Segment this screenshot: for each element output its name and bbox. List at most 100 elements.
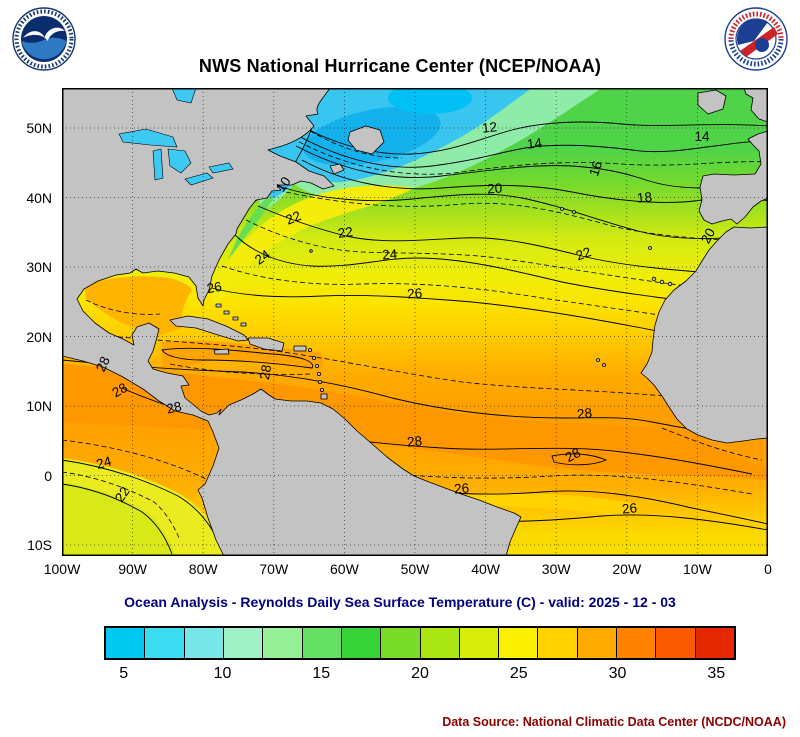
y-tick-label: 20N bbox=[26, 328, 52, 345]
colorbar-tick-label: 20 bbox=[411, 665, 429, 682]
header: NWS National Hurricane Center (NCEP/NOAA… bbox=[0, 0, 800, 88]
y-tick-label: 40N bbox=[26, 189, 52, 206]
puerto-rico bbox=[293, 345, 307, 352]
contour-label: 28 bbox=[109, 380, 130, 401]
bermuda bbox=[309, 249, 313, 253]
contour-label: 28 bbox=[257, 364, 274, 381]
contour-label: 24 bbox=[95, 453, 114, 472]
contour-label: 14 bbox=[526, 135, 543, 152]
x-tick-label: 40W bbox=[471, 561, 500, 577]
contour-label: 28 bbox=[563, 445, 583, 465]
contour-label: 28 bbox=[576, 405, 593, 421]
colorbar-cell bbox=[577, 628, 618, 658]
cape-verde bbox=[596, 358, 600, 362]
noaa-logo[interactable] bbox=[12, 7, 76, 71]
colorbar-tick-label: 15 bbox=[312, 665, 331, 682]
jamaica bbox=[213, 348, 230, 355]
colorbar-cell bbox=[341, 628, 382, 658]
ocean-cold-region bbox=[222, 88, 602, 260]
nws-seal-icon bbox=[724, 7, 788, 71]
colorbar-tick-label: 35 bbox=[707, 665, 726, 682]
africa bbox=[640, 226, 768, 444]
x-tick-label: 70W bbox=[259, 561, 289, 577]
noaa-seal-icon bbox=[12, 7, 76, 71]
y-tick-label: 30N bbox=[26, 259, 52, 275]
contour-label: 28 bbox=[165, 399, 183, 417]
great-britain bbox=[743, 88, 768, 123]
colorbar-cell bbox=[695, 628, 734, 658]
colorbar-cell bbox=[184, 628, 224, 658]
map-caption: Ocean Analysis - Reynolds Daily Sea Surf… bbox=[124, 594, 676, 610]
sst-map-canvas: 10 12 14 14 16 18 20 20 22 22 22 24 24 26 26 28 28 28 28 28… bbox=[62, 88, 768, 556]
contour-label: 12 bbox=[481, 119, 498, 135]
contour-label: 16 bbox=[586, 159, 605, 178]
colorbar-tick-label: 10 bbox=[213, 665, 232, 682]
map-frame bbox=[62, 88, 768, 556]
x-tick-label: 100W bbox=[43, 561, 81, 577]
canary-islands bbox=[651, 276, 657, 282]
x-tick-label: 10W bbox=[682, 561, 712, 577]
lake-michigan bbox=[152, 148, 164, 181]
sst-map-section: 10 12 14 14 16 18 20 20 22 22 22 24 24 26 26 28 28 28 28 28… bbox=[0, 88, 800, 588]
colorbar-cell bbox=[302, 628, 342, 658]
contour-label: 22 bbox=[112, 484, 133, 505]
hispaniola bbox=[247, 337, 285, 352]
bahamas bbox=[215, 303, 222, 308]
contour-label: 26 bbox=[621, 500, 638, 516]
colorbar-cell bbox=[459, 628, 500, 658]
contour-label: 20 bbox=[487, 181, 503, 197]
james-bay bbox=[171, 88, 197, 104]
colorbar-tick-label: 25 bbox=[509, 665, 528, 682]
contour-label: 18 bbox=[636, 189, 653, 205]
page-title: NWS National Hurricane Center (NCEP/NOAA… bbox=[198, 56, 602, 76]
colorbar-cell bbox=[381, 628, 421, 658]
contour-label: 26 bbox=[206, 279, 223, 296]
contour-label: 26 bbox=[453, 480, 469, 496]
x-tick-label: 20W bbox=[612, 561, 642, 577]
contour-label: 24 bbox=[382, 246, 399, 262]
contour-label: 22 bbox=[284, 208, 304, 228]
cuba bbox=[169, 315, 249, 342]
colorbar bbox=[104, 626, 736, 660]
contour-label: 20 bbox=[698, 226, 718, 246]
y-tick-label: 10N bbox=[26, 398, 52, 414]
contour-label: 14 bbox=[694, 129, 710, 144]
lake-huron bbox=[167, 148, 192, 174]
nws-logo[interactable] bbox=[724, 7, 788, 71]
newfoundland bbox=[347, 125, 385, 155]
colorbar-tick-label: 5 bbox=[119, 665, 129, 682]
contour-label: 22 bbox=[337, 224, 354, 241]
madeira bbox=[648, 246, 652, 250]
contour-label: 10 bbox=[273, 174, 294, 195]
colorbar-cell bbox=[538, 628, 578, 658]
x-axis-labels: 100W 90W 80W 70W 60W 50W 40W 30W 20W 10W 0 bbox=[0, 561, 800, 581]
x-tick-label: 50W bbox=[400, 561, 430, 577]
americas-landmass bbox=[62, 88, 522, 556]
colorbar-tick-label: 30 bbox=[608, 665, 627, 682]
colorbar-cell bbox=[420, 628, 460, 658]
lake-erie bbox=[184, 172, 214, 186]
y-tick-label: 10S bbox=[27, 537, 52, 553]
y-tick-label: 50N bbox=[26, 120, 52, 136]
colorbar-cell bbox=[617, 628, 657, 658]
colorbar-cell bbox=[223, 628, 264, 658]
lake-ontario bbox=[208, 162, 234, 174]
colorbar-cell bbox=[656, 628, 696, 658]
y-tick-label: 0 bbox=[44, 467, 52, 484]
x-tick-label: 80W bbox=[188, 561, 218, 577]
lake-superior bbox=[118, 128, 178, 148]
x-tick-label: 0 bbox=[764, 561, 772, 577]
colorbar-cell bbox=[106, 628, 146, 658]
cape-breton bbox=[329, 163, 345, 175]
colorbar-tick-labels: 5 10 15 20 25 30 35 bbox=[104, 665, 736, 689]
colorbar-cell bbox=[499, 628, 539, 658]
landmasses bbox=[62, 88, 768, 556]
colorbar-cell bbox=[263, 628, 303, 658]
contour-label: 28 bbox=[406, 433, 422, 449]
latlon-grid bbox=[62, 88, 768, 556]
trinidad bbox=[320, 393, 328, 400]
contour-label: 26 bbox=[407, 286, 423, 302]
great-lakes bbox=[118, 88, 234, 186]
azores bbox=[560, 207, 564, 211]
x-tick-label: 30W bbox=[541, 561, 571, 577]
